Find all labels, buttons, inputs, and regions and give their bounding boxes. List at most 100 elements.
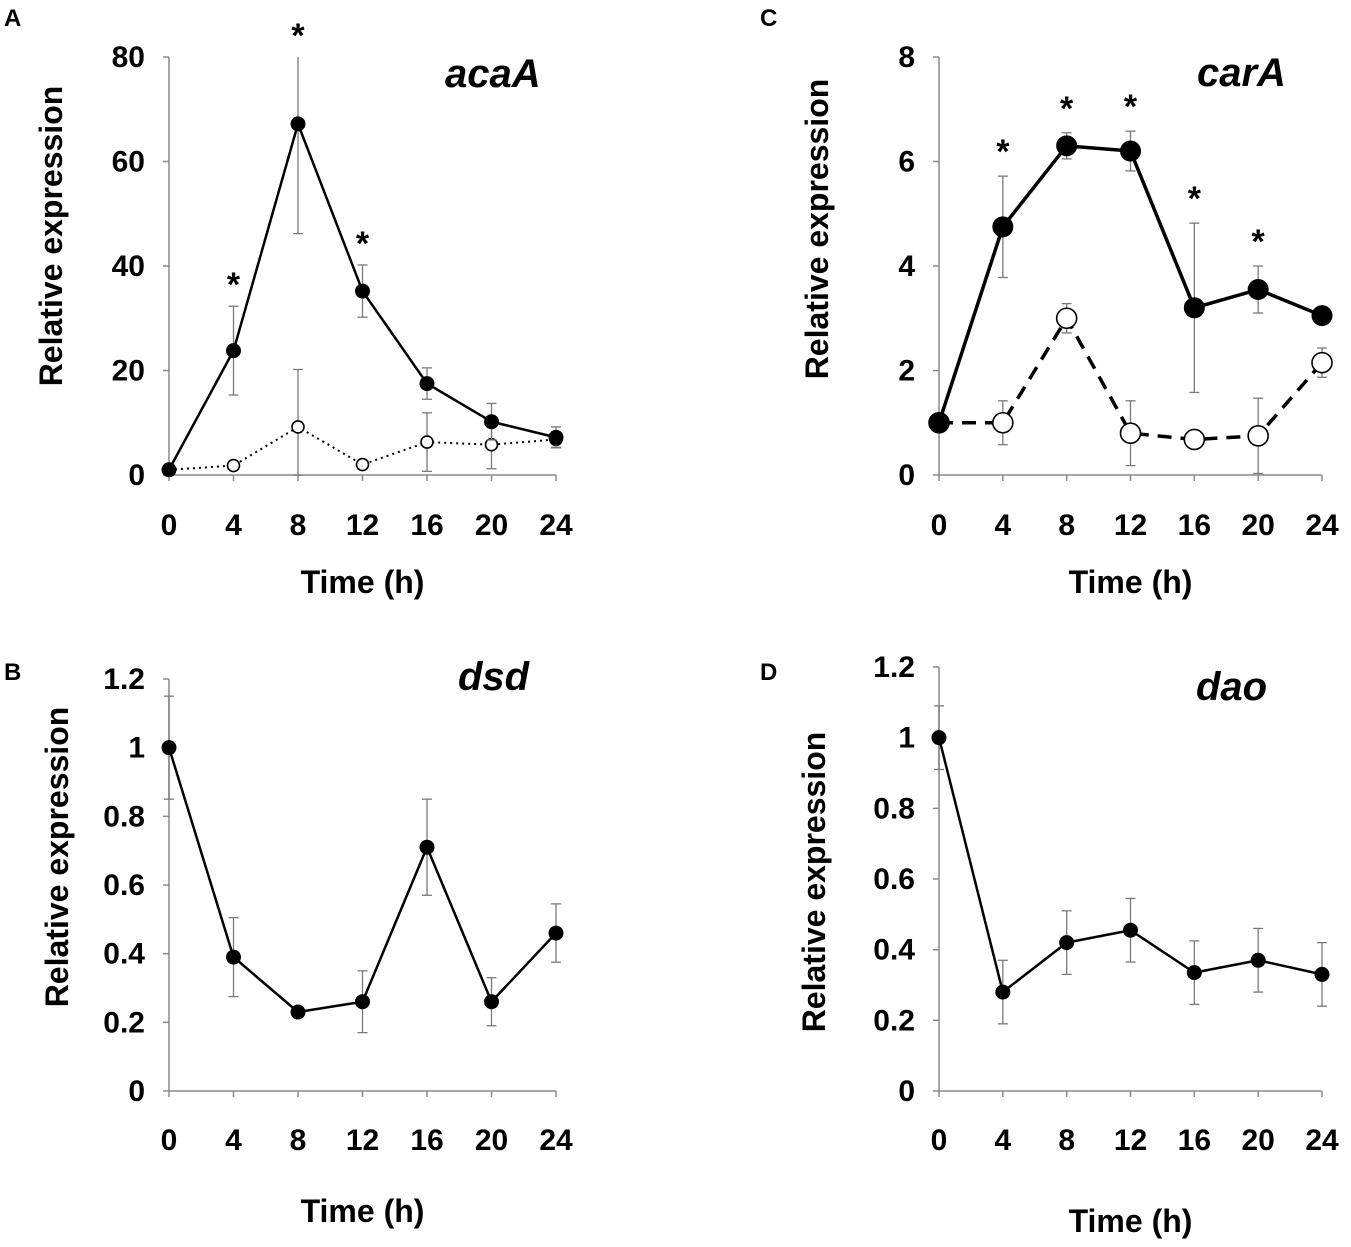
- gene-title: carA: [1197, 51, 1286, 95]
- data-point-filled: [928, 412, 950, 434]
- x-tick-label: 8: [290, 509, 307, 542]
- x-tick-label: 12: [1114, 509, 1147, 542]
- data-point-filled: [419, 376, 435, 392]
- gene-title: dao: [1196, 665, 1267, 709]
- y-tick-label: 20: [112, 355, 145, 388]
- data-point-filled: [931, 730, 947, 746]
- data-point-filled: [226, 949, 241, 965]
- x-tick-label: 4: [225, 1124, 242, 1157]
- panel-letter-c: C: [760, 5, 777, 32]
- x-tick-label: 20: [475, 509, 508, 542]
- panel-letter-d: D: [760, 659, 777, 686]
- x-tick-label: 0: [931, 1124, 948, 1157]
- panel-letter-b: B: [4, 659, 21, 686]
- y-axis-title: Relative expression: [33, 86, 69, 387]
- chart-panel-acaA: 0 20 40 60 80 0 4 8 12 16 20 24 Time (h) Relative exp…: [33, 17, 573, 600]
- chart-panel-dao: 0 0.2 0.4 0.6 0.8 1 1.2 0 4 8 12 16 20 24 Time (h) Rela…: [796, 651, 1339, 1239]
- data-point-filled: [1183, 297, 1205, 319]
- y-tick-label: 0: [898, 459, 915, 492]
- x-axis-title: Time (h): [301, 564, 425, 600]
- data-point-open: [1055, 307, 1078, 330]
- x-tick-label: 20: [1241, 1124, 1274, 1157]
- data-point-filled: [548, 429, 564, 445]
- y-axis-title: Relative expression: [39, 707, 75, 1008]
- significance-asterisk: *: [356, 225, 370, 263]
- x-tick-label: 8: [1058, 509, 1075, 542]
- y-tick-label: 8: [898, 41, 915, 74]
- panel-letter-a: A: [4, 5, 21, 32]
- x-tick-label: 16: [410, 509, 443, 542]
- data-point-filled: [1311, 305, 1333, 327]
- significance-asterisk: *: [1188, 180, 1202, 218]
- x-tick-label: 24: [539, 1124, 573, 1157]
- data-point-open: [226, 458, 241, 473]
- x-tick-label: 12: [346, 1124, 379, 1157]
- chart-panel-dsd: 0 0.2 0.4 0.6 0.8 1 1.2 0 4 8 12 16 20 24 Time (h) Rela…: [39, 655, 573, 1229]
- data-point-open: [1119, 422, 1142, 445]
- data-point-filled: [290, 116, 306, 132]
- data-point-open: [1311, 351, 1333, 374]
- data-point-open: [992, 411, 1014, 434]
- significance-asterisk: *: [996, 133, 1010, 171]
- data-point-filled: [484, 994, 499, 1010]
- y-tick-label: 80: [112, 41, 145, 74]
- x-tick-label: 24: [1305, 1124, 1339, 1157]
- y-tick-label: 0.2: [103, 1006, 145, 1039]
- y-tick-label: 0.4: [103, 938, 145, 971]
- y-tick-label: 0.4: [873, 934, 915, 967]
- x-tick-label: 24: [1305, 509, 1339, 542]
- x-tick-label: 20: [475, 1124, 508, 1157]
- x-tick-label: 8: [290, 1124, 307, 1157]
- data-point-filled: [355, 283, 370, 299]
- data-point-filled: [161, 740, 177, 756]
- data-point-filled: [290, 1004, 306, 1020]
- data-point-filled: [1186, 965, 1202, 981]
- data-point-filled: [1059, 935, 1075, 951]
- data-point-filled: [419, 839, 435, 855]
- x-axis-title: Time (h): [1069, 564, 1193, 600]
- data-point-filled: [1314, 966, 1330, 982]
- x-tick-label: 12: [346, 509, 379, 542]
- y-tick-label: 1: [128, 732, 145, 765]
- data-point-open: [1183, 428, 1206, 451]
- x-tick-label: 4: [994, 1124, 1011, 1157]
- x-tick-label: 16: [1178, 1124, 1211, 1157]
- significance-asterisk: *: [1252, 223, 1266, 261]
- x-tick-label: 16: [1178, 509, 1211, 542]
- data-point-filled: [355, 994, 370, 1010]
- y-axis-title: Relative expression: [799, 79, 835, 380]
- y-tick-label: 1.2: [873, 651, 915, 684]
- data-point-filled: [1123, 922, 1138, 938]
- data-point-filled: [1120, 140, 1141, 162]
- data-point-filled: [484, 414, 499, 430]
- x-axis-title: Time (h): [1069, 1203, 1193, 1239]
- data-point-open: [291, 420, 305, 434]
- x-tick-label: 4: [994, 509, 1011, 542]
- x-tick-label: 20: [1241, 509, 1274, 542]
- data-point-filled: [161, 462, 177, 478]
- data-point-open: [1247, 425, 1269, 447]
- significance-asterisk: *: [227, 266, 241, 304]
- y-tick-label: 0.6: [103, 869, 145, 902]
- x-tick-label: 24: [539, 509, 573, 542]
- y-tick-label: 0.2: [873, 1004, 915, 1037]
- x-tick-label: 0: [161, 1124, 178, 1157]
- data-point-filled: [226, 343, 241, 359]
- gene-title: dsd: [458, 655, 531, 699]
- x-tick-label: 16: [410, 1124, 443, 1157]
- x-tick-label: 8: [1058, 1124, 1075, 1157]
- y-tick-label: 0: [128, 1075, 145, 1108]
- data-point-filled: [992, 216, 1014, 238]
- y-tick-label: 0: [898, 1075, 915, 1108]
- y-tick-label: 0: [128, 459, 145, 492]
- x-axis-title: Time (h): [301, 1193, 425, 1229]
- y-tick-label: 6: [898, 146, 915, 179]
- y-tick-label: 1.2: [103, 663, 145, 696]
- y-tick-label: 0.8: [873, 792, 915, 825]
- y-tick-label: 1: [898, 722, 915, 755]
- data-point-open: [355, 457, 370, 472]
- x-tick-label: 12: [1114, 1124, 1147, 1157]
- gene-title: acaA: [445, 52, 541, 96]
